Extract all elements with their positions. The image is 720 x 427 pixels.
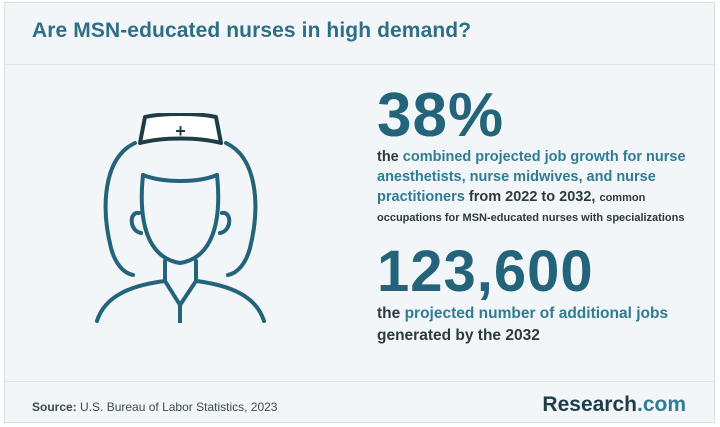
ear-right <box>218 210 232 235</box>
stat-job-growth-description: the combined projected job growth for nu… <box>377 147 707 227</box>
hairline <box>141 173 219 183</box>
brand-logo[interactable]: Research.com <box>542 393 686 417</box>
stat-additional-jobs: 123,600 <box>377 239 594 304</box>
cap-cross-icon: + <box>175 121 186 141</box>
desc-middle: from 2022 to 2032, <box>468 189 596 205</box>
page-title: Are MSN-educated nurses in high demand? <box>32 19 472 42</box>
desc2-tail: generated by the 2032 <box>377 327 540 344</box>
hair-right-outline <box>224 141 258 277</box>
nurse-icon: + <box>95 113 266 323</box>
desc2-highlight: projected number of additional jobs <box>404 305 669 322</box>
stat-additional-jobs-description: the projected number of additional jobs … <box>377 303 707 347</box>
brand-name: Research <box>542 393 637 416</box>
shoulder-right <box>194 279 266 323</box>
desc-highlight: combined projected job growth for nurse … <box>377 149 686 205</box>
desc-lead: the <box>377 149 399 165</box>
source-citation: Source: U.S. Bureau of Labor Statistics,… <box>32 400 277 414</box>
footer-divider <box>5 381 714 382</box>
source-label: Source: <box>32 400 77 414</box>
collar-v <box>163 279 198 307</box>
brand-tld: .com <box>636 393 686 416</box>
nurse-cap <box>138 113 223 145</box>
desc2-lead: the <box>377 305 401 322</box>
desc-small: common occupations for MSN-educated nurs… <box>377 192 685 224</box>
title-divider <box>5 64 714 65</box>
face-outline <box>139 173 221 265</box>
source-text: U.S. Bureau of Labor Statistics, 2023 <box>80 400 278 414</box>
stat-job-growth: 38% <box>377 81 505 150</box>
hair-left-outline <box>103 141 137 277</box>
infographic-card: Are MSN-educated nurses in high demand? … <box>4 2 715 423</box>
shoulder-left <box>95 279 167 323</box>
ear-left <box>129 210 143 235</box>
